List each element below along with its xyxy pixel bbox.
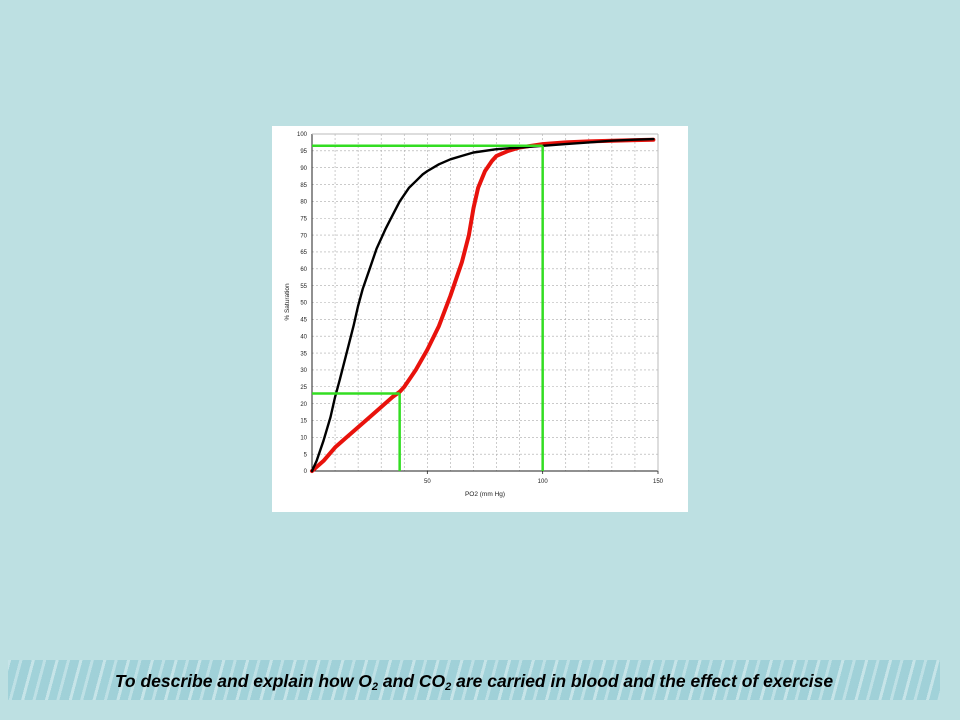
y-tick-label-95: 95: [300, 149, 307, 155]
shifted-curve-line: [310, 137, 656, 473]
y-tick-label-0: 0: [304, 469, 308, 475]
y-tick-label-15: 15: [300, 419, 307, 425]
y-tick-label-25: 25: [300, 385, 307, 391]
y-tick-label-80: 80: [300, 200, 307, 206]
y-tick-label-20: 20: [300, 402, 307, 408]
x-tick-label-50: 50: [424, 479, 431, 485]
objective-text-part-3: are carried in blood and the effect of e…: [451, 671, 834, 691]
y-tick-label-60: 60: [300, 267, 307, 273]
y-tick-label-30: 30: [300, 368, 307, 374]
x-axis-label: PO2 (mm Hg): [465, 491, 505, 498]
x-tick-label-100: 100: [538, 479, 549, 485]
y-tick-label-50: 50: [300, 301, 307, 307]
co2-subscript: 2: [445, 681, 452, 693]
y-tick-label-90: 90: [300, 166, 307, 172]
y-tick-label-35: 35: [300, 351, 307, 357]
y-tick-label-100: 100: [297, 132, 308, 138]
tick-label-layer: 0 5 10 15 20 25 30 35 40 45 50 55 60 65 70 75 80 85 90 95 10…: [297, 132, 664, 485]
objective-text: To describe and explain how O2 and CO2 a…: [8, 660, 940, 700]
oxygen-dissociation-chart: 0 5 10 15 20 25 30 35 40 45 50 55 60 65 70 75 80 85 90 95 10…: [284, 132, 664, 498]
y-tick-label-10: 10: [300, 436, 307, 442]
y-tick-label-75: 75: [300, 216, 307, 222]
y-tick-label-65: 65: [300, 250, 307, 256]
chart-panel: 0 5 10 15 20 25 30 35 40 45 50 55 60 65 70 75 80 85 90 95 10…: [272, 126, 688, 512]
guide-line-layer: [312, 144, 544, 471]
y-tick-label-40: 40: [300, 334, 307, 340]
footer-banner: To describe and explain how O2 and CO2 a…: [8, 660, 940, 700]
y-tick-label-70: 70: [300, 233, 307, 239]
y-tick-label-55: 55: [300, 284, 307, 290]
y-tick-label-85: 85: [300, 183, 307, 189]
series-layer: [310, 137, 656, 473]
objective-text-part-1: To describe and explain how O: [114, 671, 372, 691]
objective-text-part-2: and CO: [378, 671, 446, 691]
y-tick-label-5: 5: [304, 452, 308, 458]
x-tick-label-150: 150: [653, 479, 664, 485]
axes-layer: [311, 133, 659, 472]
y-tick-label-45: 45: [300, 318, 307, 324]
y-axis-label: % Saturation: [284, 283, 291, 321]
o2-subscript: 2: [371, 681, 379, 693]
